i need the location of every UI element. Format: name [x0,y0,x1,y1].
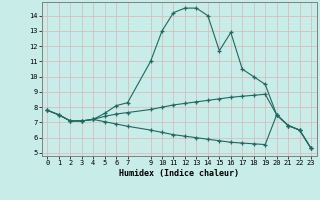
X-axis label: Humidex (Indice chaleur): Humidex (Indice chaleur) [119,169,239,178]
